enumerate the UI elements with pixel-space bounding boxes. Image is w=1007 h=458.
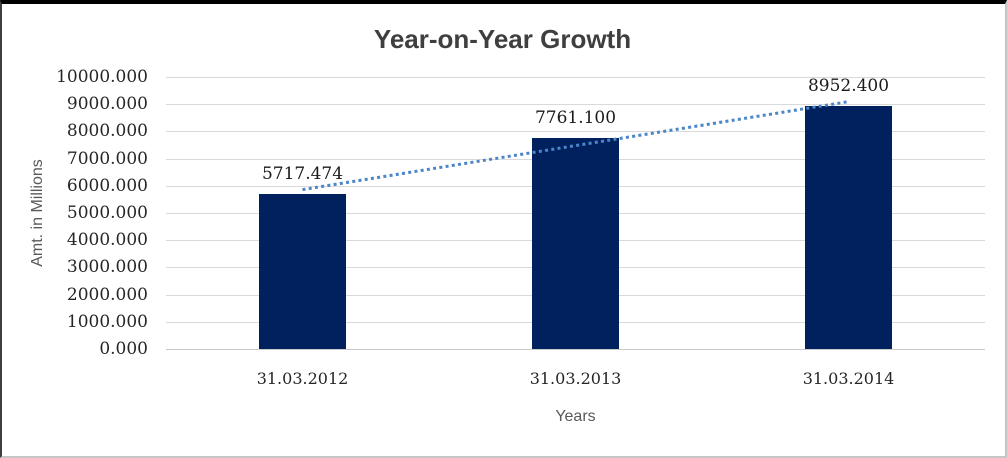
y-tick-label: 2000.000 [66,284,148,305]
x-tick-label: 31.03.2013 [529,369,622,388]
bar-data-label: 5717.474 [261,163,344,184]
bar [259,193,346,349]
y-tick-label: 5000.000 [66,203,148,223]
x-tick-label: 31.03.2014 [802,369,895,388]
chart-title: Year-on-Year Growth [373,24,632,54]
x-axis-tick-labels: 31.03.2012 31.03.2013 31.03.2014 [166,370,985,390]
y-tick-label: 7000.000 [66,148,148,169]
y-tick-label: 1000.000 [66,311,148,332]
plot-area: 5717.474 7761.100 8952.400 [166,75,985,350]
y-tick-label: 3000.000 [66,257,148,278]
bar-data-label: 8952.400 [807,75,890,96]
y-tick-label: 8000.000 [66,121,148,142]
x-tick-label: 31.03.2012 [256,369,349,388]
y-tick-label: 4000.000 [66,230,148,251]
bar-data-label: 7761.100 [534,107,617,128]
bar [805,105,892,349]
bar [532,137,619,349]
x-axis-title: Years [555,408,596,425]
gridline [166,77,985,78]
gridline [166,349,985,350]
y-tick-label: 10000.000 [56,67,148,87]
y-axis-tick-labels: 0.000 1000.000 2000.000 3000.000 4000.000 500… [2,68,148,358]
y-tick-label: 6000.000 [66,175,148,196]
y-tick-label: 0.000 [99,339,148,359]
y-tick-label: 9000.000 [66,94,148,115]
